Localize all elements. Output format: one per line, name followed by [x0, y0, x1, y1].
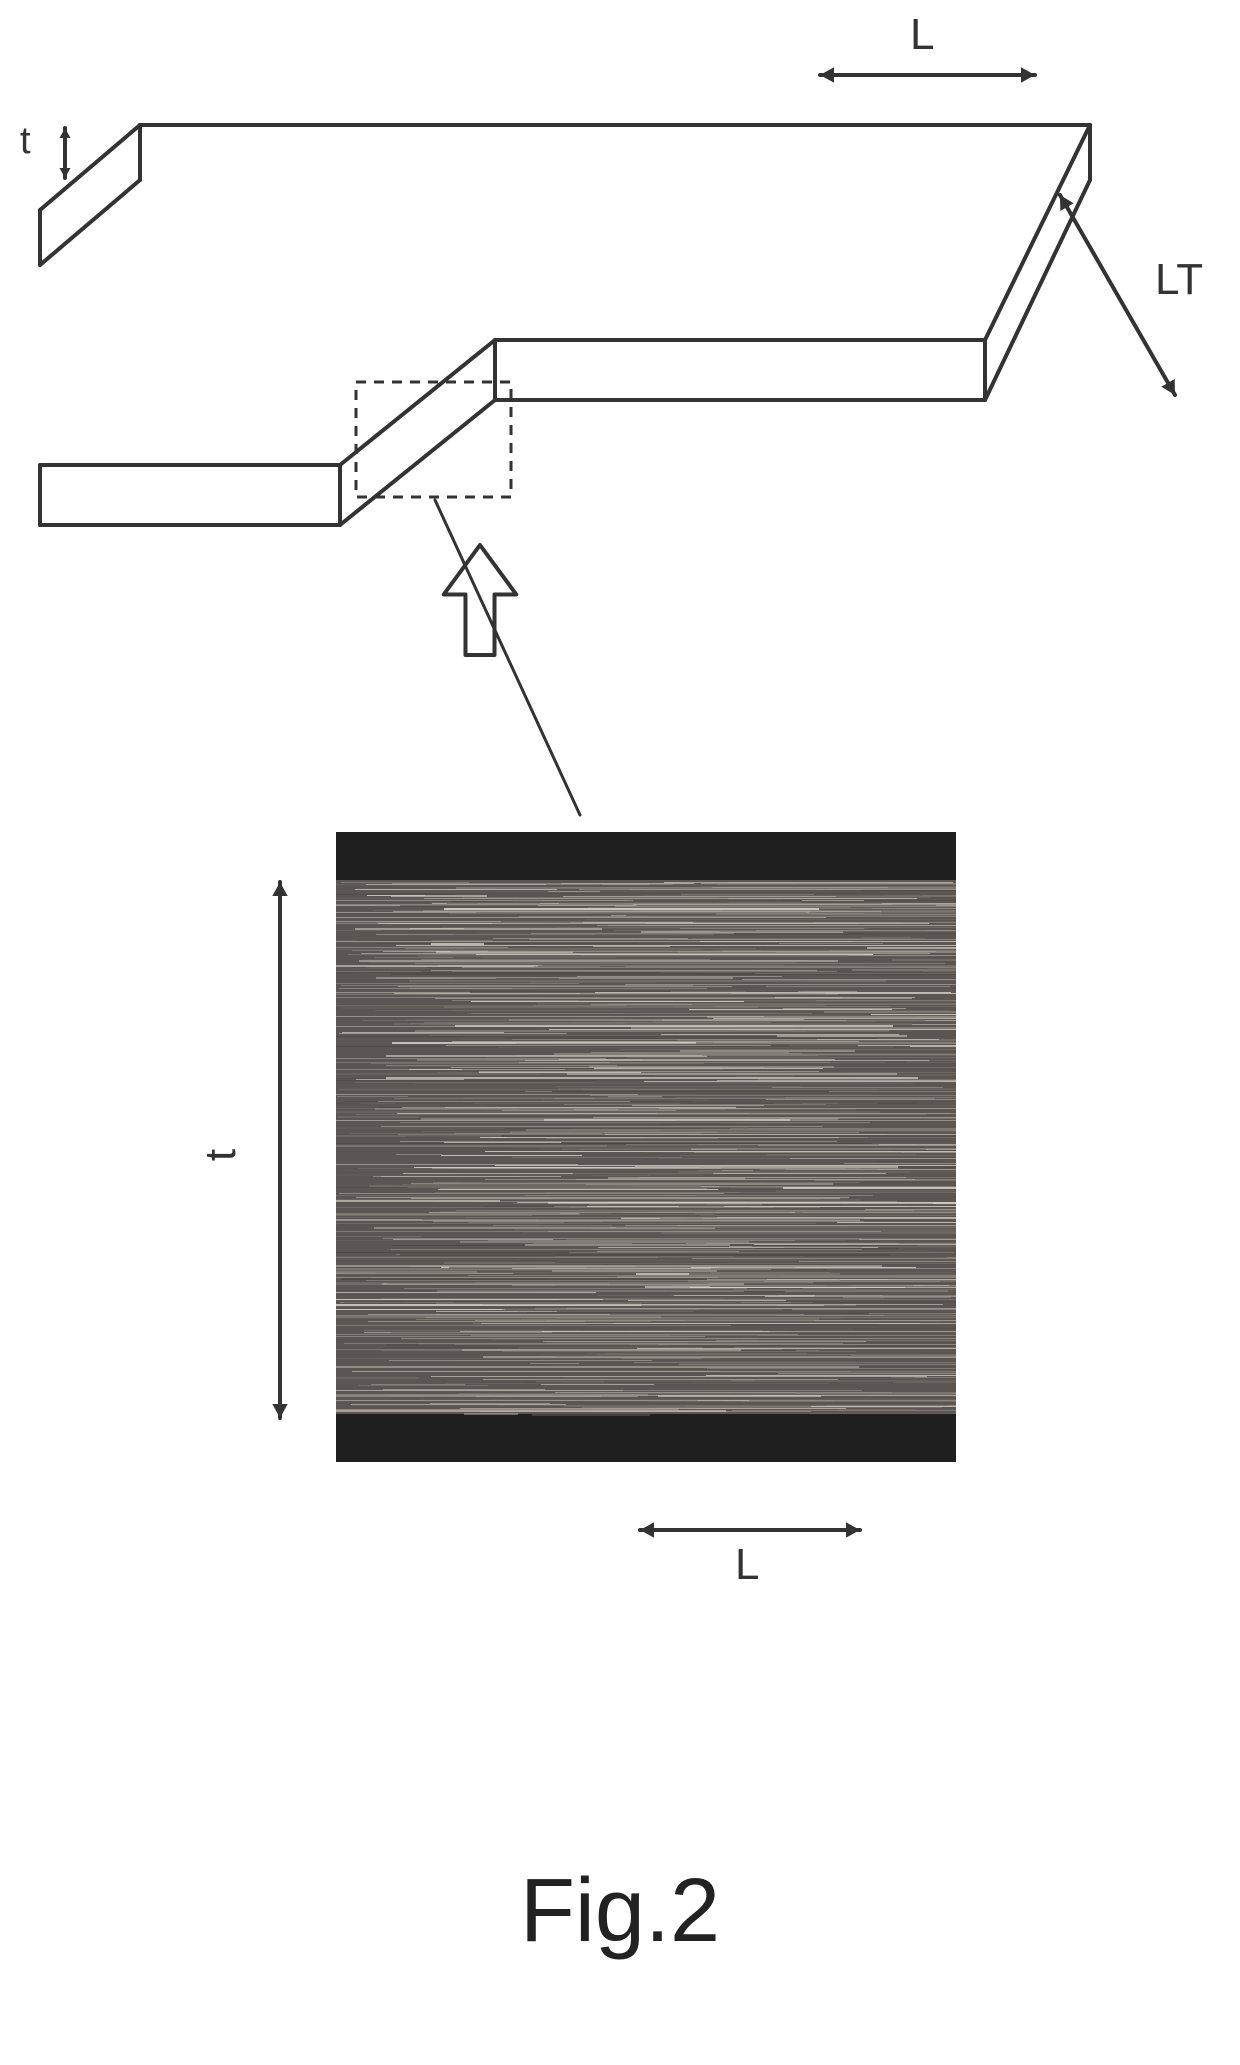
page: L LT t t L Fig.2: [0, 0, 1240, 2065]
figure-caption: Fig.2: [520, 1860, 720, 1963]
lower-dims: [0, 0, 1240, 1600]
